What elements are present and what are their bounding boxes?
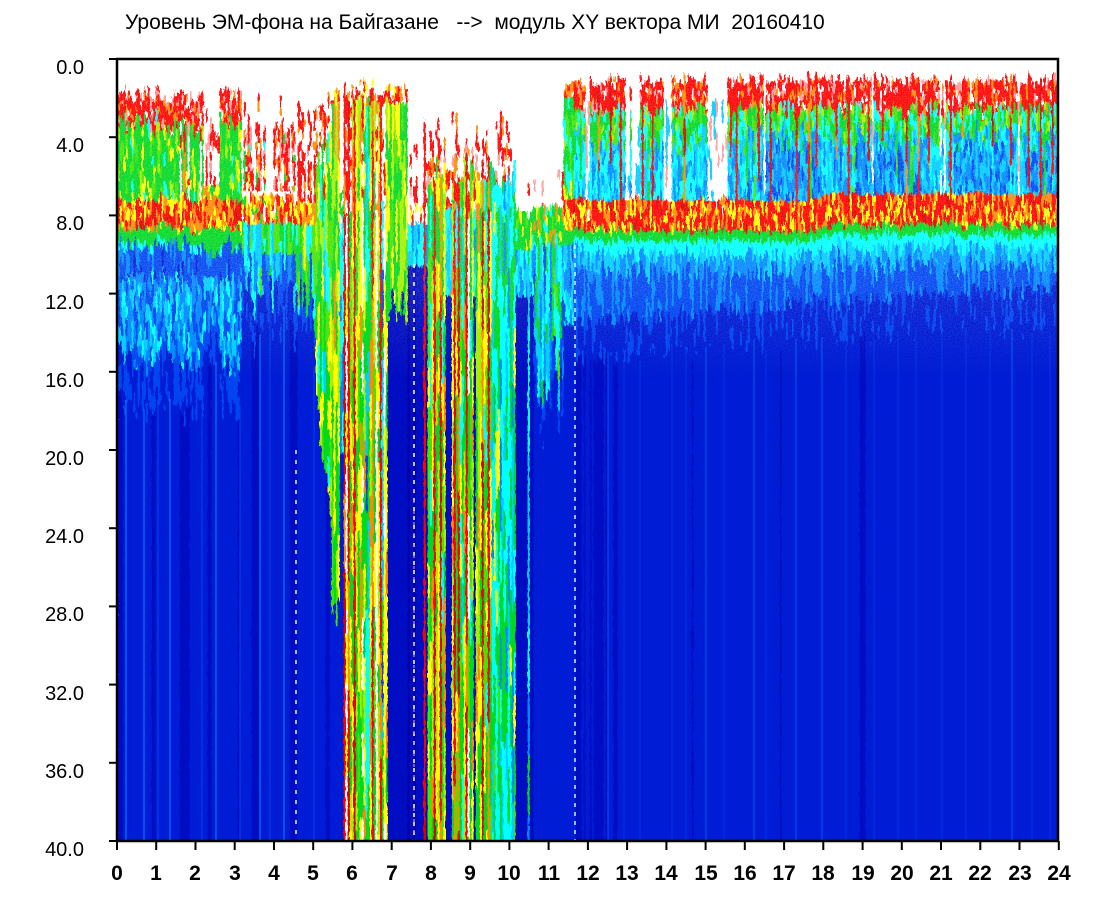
svg-text:32.0: 32.0 xyxy=(45,683,84,705)
svg-text:4.0: 4.0 xyxy=(56,135,84,157)
svg-text:8: 8 xyxy=(425,862,437,885)
svg-text:20.0: 20.0 xyxy=(45,448,84,470)
svg-text:21: 21 xyxy=(929,862,953,885)
svg-text:28.0: 28.0 xyxy=(45,604,84,626)
svg-text:40.0: 40.0 xyxy=(45,839,84,861)
svg-text:36.0: 36.0 xyxy=(45,761,84,783)
svg-text:14: 14 xyxy=(654,862,678,885)
svg-text:11: 11 xyxy=(538,862,561,885)
svg-text:16.0: 16.0 xyxy=(45,370,84,392)
svg-text:2: 2 xyxy=(189,862,201,885)
svg-text:23: 23 xyxy=(1008,862,1031,885)
svg-text:12: 12 xyxy=(576,862,599,885)
svg-text:0: 0 xyxy=(111,862,123,885)
svg-text:7: 7 xyxy=(386,862,398,885)
svg-text:19: 19 xyxy=(851,862,874,885)
svg-text:22: 22 xyxy=(968,862,991,885)
svg-text:15: 15 xyxy=(694,862,718,885)
svg-text:5: 5 xyxy=(307,862,319,885)
svg-text:24: 24 xyxy=(1047,862,1071,885)
svg-text:17: 17 xyxy=(772,862,795,885)
svg-text:20: 20 xyxy=(890,862,913,885)
svg-text:8.0: 8.0 xyxy=(56,213,84,235)
svg-text:12.0: 12.0 xyxy=(45,292,84,314)
svg-text:4: 4 xyxy=(268,862,280,885)
svg-text:1: 1 xyxy=(150,862,162,885)
svg-text:16: 16 xyxy=(733,862,756,885)
svg-text:18: 18 xyxy=(811,862,835,885)
svg-text:10: 10 xyxy=(497,862,520,885)
svg-text:0.0: 0.0 xyxy=(56,57,84,79)
svg-text:24.0: 24.0 xyxy=(45,526,84,548)
svg-text:9: 9 xyxy=(464,862,476,885)
svg-text:6: 6 xyxy=(346,862,358,885)
svg-text:Уровень ЭМ-фона на Байгазане: Уровень ЭМ-фона на Байгазане --> модуль … xyxy=(125,11,825,34)
svg-text:13: 13 xyxy=(615,862,638,885)
svg-text:3: 3 xyxy=(229,862,241,885)
